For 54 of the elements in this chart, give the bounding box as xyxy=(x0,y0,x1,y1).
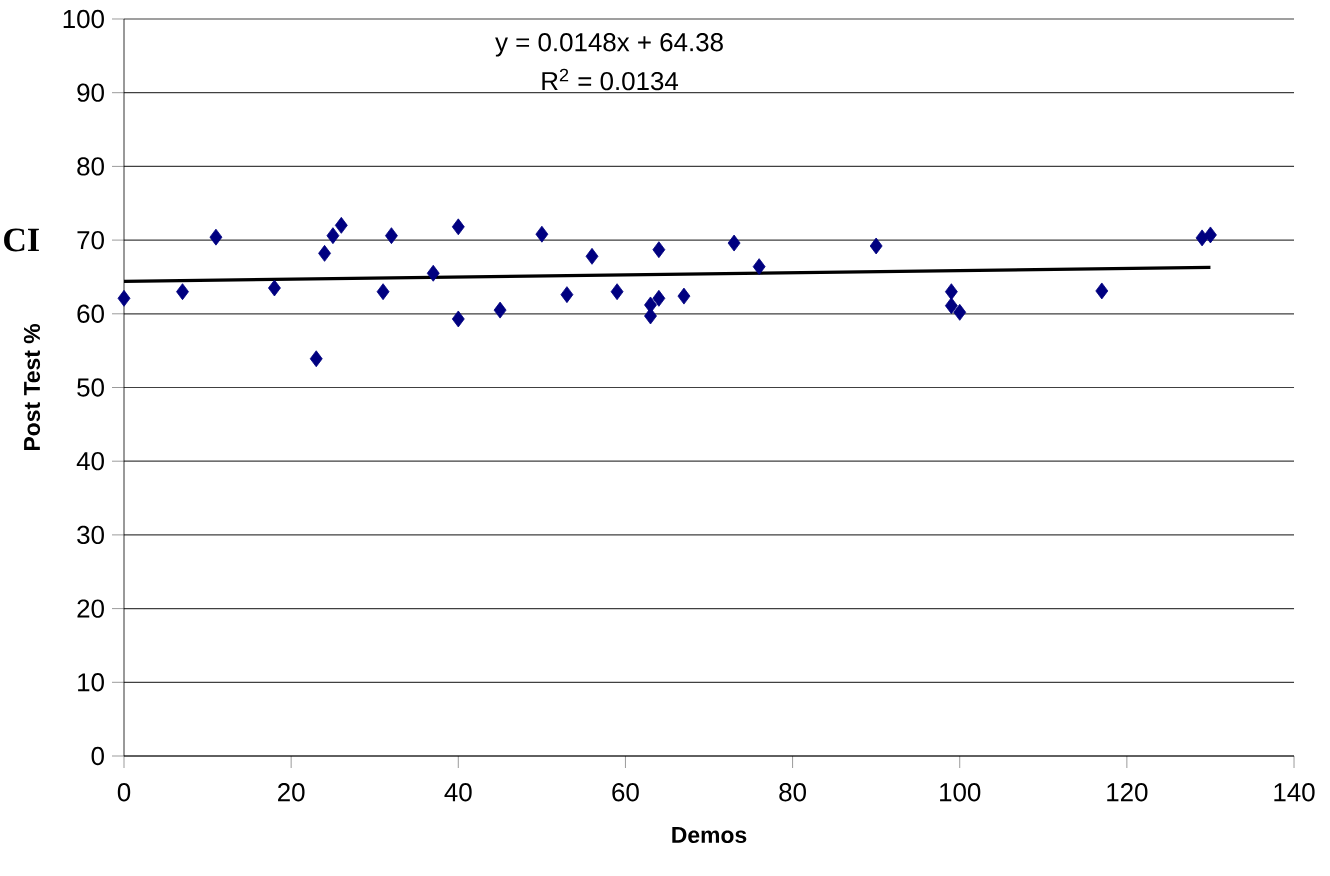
y-tick-label: 30 xyxy=(77,525,104,545)
annotation: y = 0.0148x + 64.38 xyxy=(495,33,723,57)
y-tick-label: 60 xyxy=(77,304,104,323)
point xyxy=(318,244,331,262)
point xyxy=(376,283,390,301)
point xyxy=(610,283,624,301)
point xyxy=(585,247,599,265)
point xyxy=(426,264,440,282)
y-axis-title: Post Test % xyxy=(23,324,41,451)
point xyxy=(1204,226,1217,244)
point xyxy=(309,350,323,368)
x-tick-label: 140 xyxy=(1274,783,1315,802)
point xyxy=(944,297,958,315)
point xyxy=(176,283,189,301)
y-tick-label: 70 xyxy=(77,230,104,250)
x-tick-label: 80 xyxy=(779,783,806,802)
point xyxy=(268,279,281,297)
y-tick-label: 0 xyxy=(91,746,104,766)
point xyxy=(326,227,340,245)
y-tick-label: 90 xyxy=(77,83,104,102)
point xyxy=(334,216,348,234)
point xyxy=(385,227,398,245)
point xyxy=(209,228,223,246)
x-axis-title: Demos xyxy=(672,827,747,844)
point xyxy=(953,303,967,321)
point xyxy=(652,289,666,307)
point xyxy=(117,289,131,307)
annotation: R$^{2}$ = 0.0134 xyxy=(542,68,679,91)
x-tick-label: 100 xyxy=(940,783,981,802)
y-tick-label: 80 xyxy=(77,157,104,176)
point xyxy=(1095,282,1109,300)
text: CI xyxy=(4,228,39,252)
point xyxy=(560,286,574,304)
point xyxy=(493,301,507,319)
x-tick-label: 120 xyxy=(1107,783,1148,802)
point xyxy=(451,218,465,236)
point xyxy=(944,283,958,301)
point xyxy=(752,258,766,276)
y-tick-label: 100 xyxy=(63,9,104,29)
point xyxy=(869,237,883,255)
point xyxy=(535,225,549,243)
y-tick-label: 50 xyxy=(77,378,104,397)
y-tick-label: 40 xyxy=(76,452,104,471)
x-tick-label: 20 xyxy=(278,783,305,802)
point xyxy=(451,310,465,328)
y-tick-label: 10 xyxy=(78,673,104,692)
point xyxy=(677,287,691,305)
point xyxy=(727,234,741,252)
x-tick-label: 60 xyxy=(612,783,639,802)
point xyxy=(1195,229,1209,247)
y-tick-label: 20 xyxy=(77,599,104,618)
x-tick-label: 40 xyxy=(444,783,472,802)
x-tick-label: 0 xyxy=(117,783,131,802)
point xyxy=(652,241,666,259)
